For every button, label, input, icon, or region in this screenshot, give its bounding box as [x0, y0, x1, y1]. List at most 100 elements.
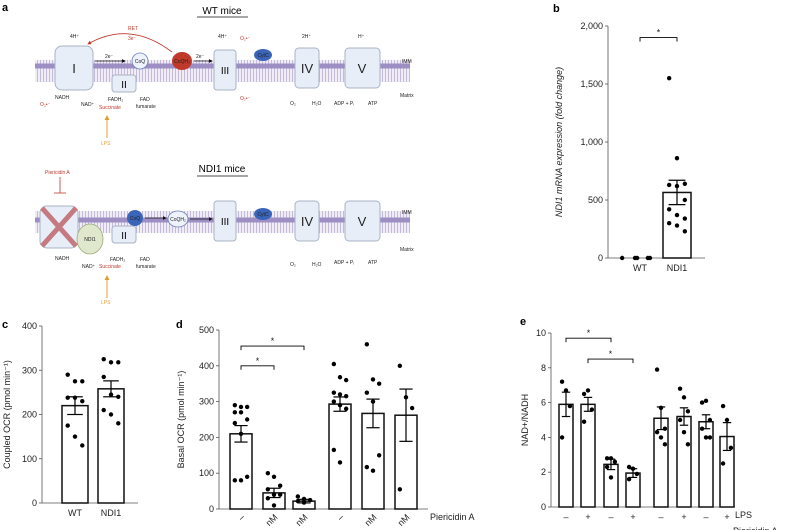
cytc — [254, 49, 272, 61]
y-tick-label: 6 — [541, 398, 546, 408]
data-point — [666, 76, 672, 81]
h2o-label: H₂O — [312, 101, 322, 107]
data-point — [681, 395, 687, 400]
y-tick-label: 200 — [22, 410, 37, 420]
bar — [603, 463, 619, 508]
lps-label: LPS — [101, 300, 111, 306]
fad-label: FAD — [140, 257, 150, 263]
significance-bracket — [639, 37, 678, 42]
nad-label: NAD⁺ — [82, 264, 96, 270]
y-axis-label: NAD+/NADH — [520, 394, 530, 446]
y-tick-label: 0 — [541, 502, 546, 512]
y-tick-label: 2 — [541, 467, 546, 477]
complex-i-label: I — [72, 61, 76, 76]
data-point — [409, 405, 415, 411]
nad-label: NAD⁺ — [81, 102, 95, 108]
data-point — [682, 197, 688, 203]
y-tick-label: 4 — [541, 432, 546, 442]
data-point — [277, 483, 283, 488]
cytc-label: CytC — [257, 53, 269, 59]
data-point — [559, 435, 565, 440]
data-point — [626, 476, 632, 482]
x-tick-label: – — [563, 512, 568, 522]
data-point — [265, 496, 271, 501]
o2-label: O₂ — [290, 101, 296, 107]
data-point — [101, 407, 106, 413]
data-point — [666, 221, 672, 226]
complex-iv — [294, 200, 320, 242]
data-point — [80, 399, 85, 404]
ret-arrow — [87, 33, 173, 53]
y-tick-label: 1,500 — [580, 79, 603, 89]
data-point — [703, 398, 709, 404]
chart-b: 0 500 1,000 1,500 2,000 NDI1 mRNA expression … — [554, 21, 705, 273]
ret-label: RET — [128, 26, 138, 32]
y-tick-label: 400 — [199, 361, 214, 371]
y-tick-label: 200 — [199, 432, 214, 442]
wt-diagram: WT mice IMM Matrix RET 3e⁻ I 4H⁺ II 2e⁻ … — [35, 6, 414, 147]
y-tick-label: 1,000 — [580, 137, 603, 147]
o2-label: O₂ — [290, 262, 296, 268]
data-point — [277, 492, 283, 497]
data-point — [232, 420, 238, 426]
bar — [97, 388, 125, 504]
data-point — [65, 395, 70, 400]
data-point — [682, 181, 688, 186]
significance-star: * — [587, 328, 591, 338]
ndi1-title: NDI1 mice — [199, 164, 246, 175]
cytc — [254, 208, 272, 220]
coqh2-label: CoQH₂ — [170, 217, 186, 223]
two-h-label: 2H⁺ — [302, 34, 311, 40]
data-point — [101, 356, 106, 362]
data-point — [682, 229, 688, 234]
significance-bracket — [587, 358, 634, 364]
complex-iii-label: III — [221, 66, 229, 77]
y-tick-label: 300 — [22, 365, 37, 375]
data-point — [674, 212, 680, 218]
data-point — [728, 445, 734, 451]
significance-star: * — [657, 28, 661, 38]
factor2-label: Piericidin A — [733, 526, 778, 530]
h2o-label: H₂O — [312, 262, 322, 268]
x-tick-label: + — [630, 512, 635, 522]
data-point — [612, 459, 618, 464]
four-h-label: 4H⁺ — [218, 34, 227, 40]
complex-iii — [213, 200, 237, 242]
data-point — [647, 255, 653, 261]
data-point — [581, 419, 587, 424]
data-point — [337, 460, 343, 465]
complex-iv-label: IV — [301, 214, 314, 229]
complex-iii-label: III — [221, 217, 229, 228]
significance-bracket — [240, 365, 275, 370]
complex-v-label: V — [358, 214, 367, 229]
nadh-label: NADH — [55, 256, 70, 262]
x-tick-label: – — [236, 512, 247, 523]
complex-ii — [111, 225, 137, 244]
x-tick-label: nM — [294, 512, 310, 528]
lps-label: LPS — [101, 141, 111, 147]
data-point — [658, 435, 664, 440]
superoxide-label: O₂•⁻ — [240, 96, 251, 102]
succinate-label: Succinate — [99, 264, 121, 270]
data-point — [589, 407, 595, 412]
chart-d: 0 100 200 300 400 500 Basal OCR (pmol min⁻¹) – n… — [176, 325, 475, 528]
data-point — [634, 471, 640, 477]
data-point — [724, 417, 730, 423]
data-point — [295, 498, 301, 504]
coq-label: CoQ — [135, 59, 145, 65]
data-point — [232, 410, 238, 415]
data-point — [116, 421, 121, 426]
data-point — [666, 182, 672, 188]
bar — [328, 403, 352, 510]
data-point — [654, 367, 660, 372]
imm-label: IMM — [402, 210, 412, 216]
data-point — [677, 386, 683, 391]
fadh2-label: FADH₂ — [110, 257, 125, 263]
data-point — [343, 394, 349, 399]
complex-v — [344, 200, 381, 242]
data-point — [681, 429, 687, 435]
data-point — [674, 223, 680, 228]
significance-star: * — [256, 356, 260, 366]
data-point — [707, 435, 713, 440]
data-point — [563, 388, 569, 393]
